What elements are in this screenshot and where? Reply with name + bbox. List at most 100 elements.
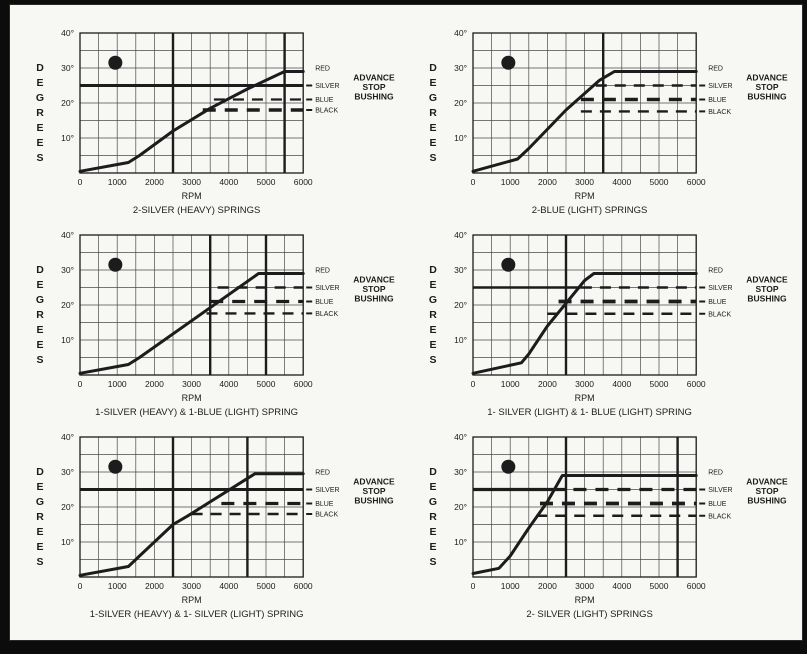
- legend-label-red: RED: [708, 66, 723, 73]
- y-tick-label: 10°: [61, 335, 74, 345]
- x-axis-title: RPM: [182, 191, 202, 201]
- y-tick-label: 40°: [61, 432, 74, 442]
- y-axis-title-letter: S: [36, 152, 43, 164]
- advance-curve: [78, 70, 305, 173]
- advance-stop-bushing-label: ADVANCE: [746, 73, 788, 83]
- chart-title: 2- SILVER (LIGHT) SPRINGS: [526, 609, 653, 620]
- legend-label-red: RED: [708, 470, 723, 477]
- y-axis-title-letter: G: [36, 294, 44, 306]
- y-axis-title-letter: S: [429, 152, 436, 164]
- x-tick-label: 3000: [182, 177, 201, 187]
- y-axis-title-letter: D: [429, 466, 437, 478]
- x-axis-title: RPM: [575, 393, 595, 403]
- x-tick-label: 6000: [294, 379, 313, 389]
- x-tick-label: 6000: [294, 177, 313, 187]
- y-axis-title-letter: E: [429, 279, 436, 291]
- y-axis-title-letter: S: [36, 556, 43, 568]
- y-axis-title-letter: E: [429, 541, 436, 553]
- plot-border: [79, 436, 304, 578]
- panel-badge-letter: A: [112, 58, 119, 68]
- x-tick-label: 4000: [219, 581, 238, 591]
- legend-label-blue: BLUE: [315, 97, 334, 104]
- plot-border: [472, 436, 697, 578]
- plot-border: [79, 32, 304, 174]
- legend-label-blue: BLUE: [315, 299, 334, 306]
- y-axis-title-letter: G: [429, 92, 437, 104]
- advance-stop-bushing-label: STOP: [363, 486, 386, 496]
- chart-panel-e: SILVER BLUE BLACK RED E 40° 30° 20° 10° D E G R E E S 0 1…: [411, 225, 804, 427]
- y-axis-title-letter: R: [36, 107, 44, 119]
- y-axis-title-letter: E: [429, 122, 436, 134]
- y-tick-label: 10°: [61, 537, 74, 547]
- x-tick-label: 6000: [687, 379, 706, 389]
- y-axis-title-letter: E: [429, 324, 436, 336]
- y-axis-title-letter: E: [36, 77, 43, 89]
- y-tick-label: 20°: [454, 300, 467, 310]
- x-axis-title: RPM: [182, 595, 202, 605]
- y-axis-title-letter: D: [429, 264, 437, 276]
- y-axis-title-letter: G: [429, 294, 437, 306]
- advance-stop-bushing-label: BUSHING: [354, 92, 394, 102]
- x-tick-label: 1000: [108, 581, 127, 591]
- legend-label-blue: BLUE: [708, 501, 727, 508]
- y-axis-title-letter: E: [36, 339, 43, 351]
- chart-panel-b: SILVER BLUE BLACK RED B 40° 30° 20° 10° D E G R E E S 0 1…: [18, 225, 411, 427]
- x-tick-label: 4000: [612, 177, 631, 187]
- y-axis-title-letter: R: [429, 511, 437, 523]
- y-tick-label: 10°: [454, 537, 467, 547]
- y-axis-title-letter: G: [36, 92, 44, 104]
- x-tick-label: 4000: [612, 379, 631, 389]
- y-tick-label: 20°: [61, 502, 74, 512]
- x-tick-label: 1000: [501, 581, 520, 591]
- legend-label-silver: SILVER: [315, 83, 339, 90]
- y-tick-label: 10°: [454, 335, 467, 345]
- y-tick-label: 20°: [61, 98, 74, 108]
- y-tick-label: 20°: [454, 98, 467, 108]
- legend-label-silver: SILVER: [315, 285, 339, 292]
- y-tick-label: 10°: [454, 133, 467, 143]
- y-axis-title-letter: D: [429, 62, 437, 74]
- chart-title: 1-SILVER (HEAVY) & 1-BLUE (LIGHT) SPRING: [95, 407, 298, 418]
- panel-badge: [108, 55, 123, 70]
- x-tick-label: 2000: [145, 581, 164, 591]
- y-tick-label: 20°: [454, 502, 467, 512]
- x-tick-label: 5000: [650, 177, 669, 187]
- x-axis-title: RPM: [182, 393, 202, 403]
- x-tick-label: 0: [78, 379, 83, 389]
- advance-stop-bushing-label: ADVANCE: [353, 73, 395, 83]
- y-tick-label: 30°: [61, 467, 74, 477]
- y-axis-title-letter: E: [429, 339, 436, 351]
- legend-label-red: RED: [708, 268, 723, 275]
- advance-stop-bushing-label: STOP: [756, 82, 779, 92]
- legend-label-black: BLACK: [708, 513, 731, 520]
- advance-curve: [471, 474, 698, 575]
- y-axis-title-letter: E: [429, 526, 436, 538]
- x-tick-label: 0: [471, 177, 476, 187]
- legend-label-black: BLACK: [708, 311, 731, 318]
- advance-stop-bushing-label: BUSHING: [747, 294, 787, 304]
- panel-badge: [501, 459, 516, 474]
- y-tick-label: 40°: [61, 230, 74, 240]
- y-axis-title-letter: S: [429, 354, 436, 366]
- x-tick-label: 3000: [575, 581, 594, 591]
- y-axis-title-letter: E: [429, 77, 436, 89]
- x-tick-label: 5000: [257, 177, 276, 187]
- y-axis-title-letter: R: [429, 309, 437, 321]
- advance-stop-bushing-label: STOP: [363, 284, 386, 294]
- y-axis-title-letter: E: [36, 324, 43, 336]
- advance-stop-bushing-label: ADVANCE: [353, 275, 395, 285]
- advance-curve: [78, 272, 305, 375]
- y-axis-title-letter: D: [36, 264, 44, 276]
- legend-label-silver: SILVER: [708, 83, 732, 90]
- advance-stop-bushing-label: STOP: [363, 82, 386, 92]
- x-tick-label: 0: [78, 581, 83, 591]
- x-tick-label: 1000: [108, 379, 127, 389]
- x-tick-label: 3000: [575, 177, 594, 187]
- legend-label-black: BLACK: [708, 109, 731, 116]
- y-axis-title-letter: E: [36, 526, 43, 538]
